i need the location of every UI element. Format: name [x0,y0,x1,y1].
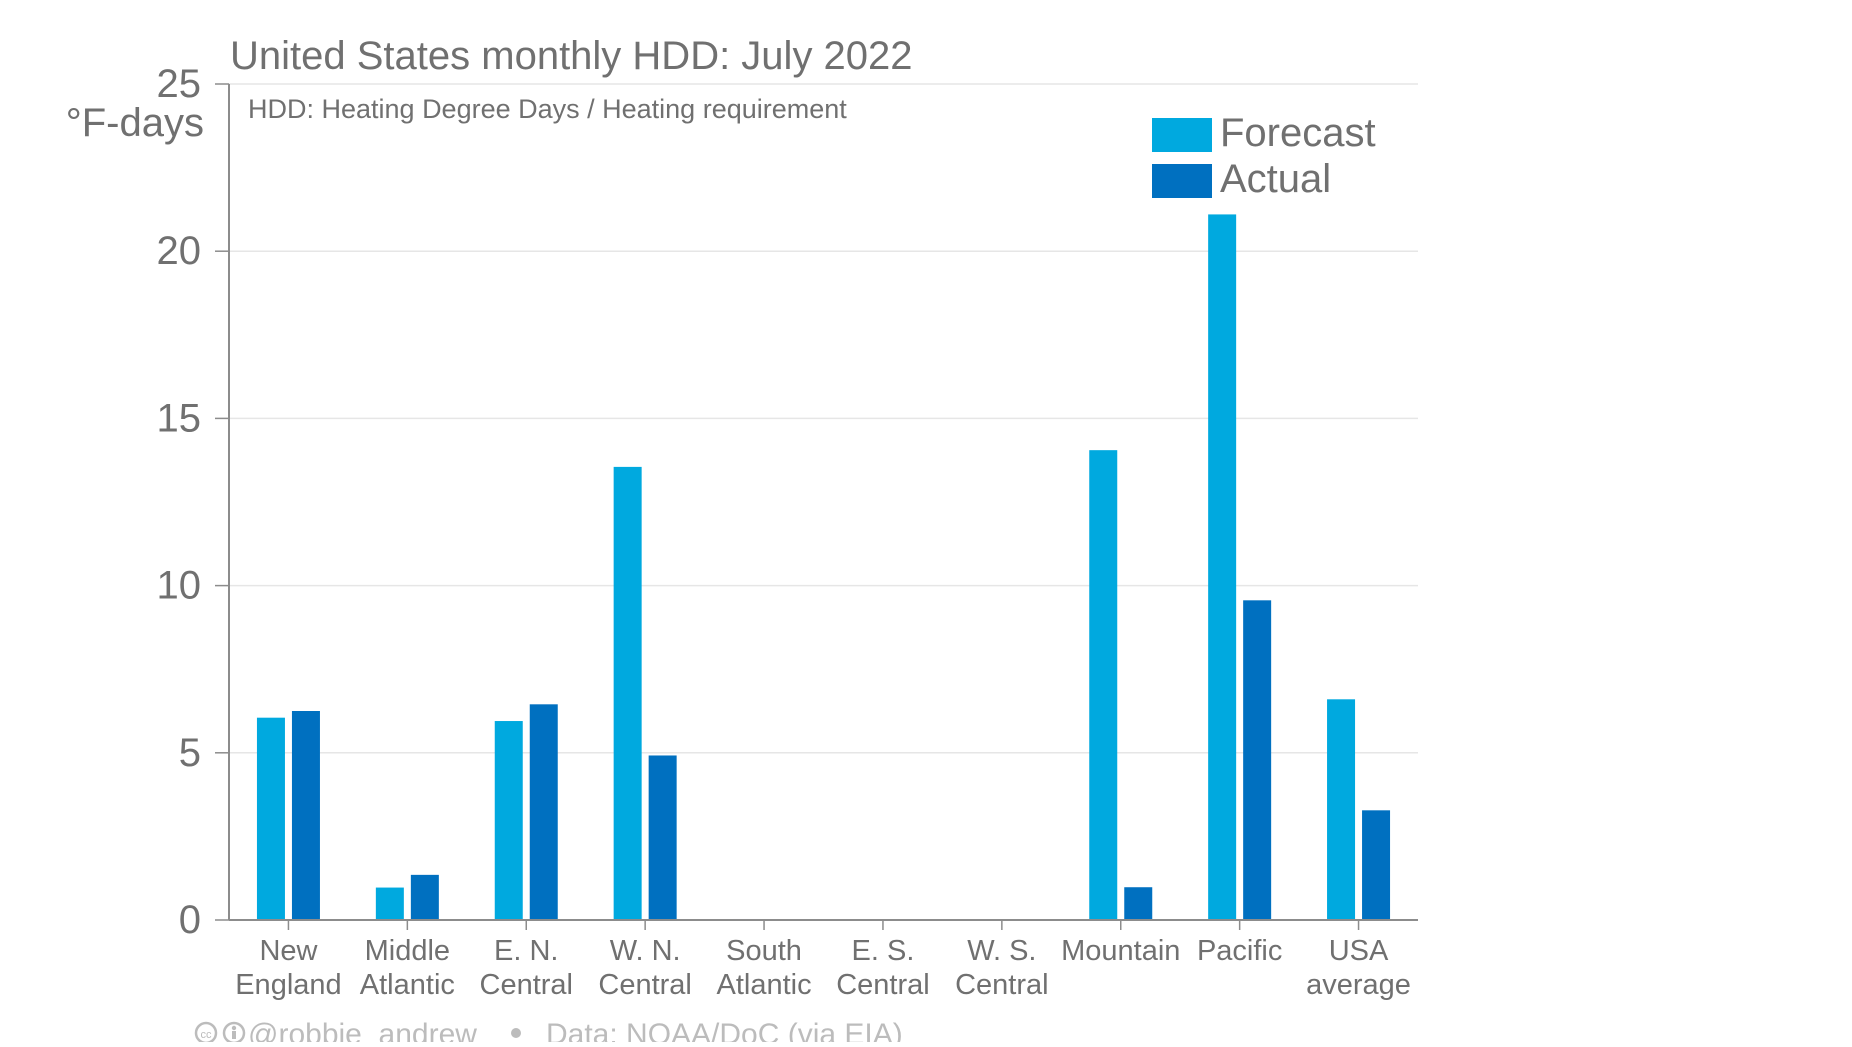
y-axis-label: °F-days [66,101,204,145]
footer-source: Data: NOAA/DoC (via EIA) [546,1018,903,1042]
y-tick-label: 5 [179,731,201,775]
axes [228,84,1418,921]
x-tick-label-w-n-central: W. N. Central [598,935,692,1001]
y-tick-label: 25 [157,62,202,106]
bar-forecast-e-n-central [494,721,523,920]
bar-forecast-w-n-central [613,466,642,920]
chart-title: United States monthly HDD: July 2022 [230,34,913,78]
bar-forecast-new-england [256,717,285,920]
bar-forecast-middle-atlantic [375,887,404,920]
grid-lines [215,83,1418,921]
y-tick-label: 0 [179,898,201,942]
bar-actual-pacific [1243,600,1272,920]
y-tick-label: 20 [157,229,202,273]
x-tick-label-new-england: New England [235,935,341,1001]
x-tick-label-pacific: Pacific [1197,935,1282,967]
x-tick-label-usa-average: USA average [1306,935,1411,1001]
bar-actual-middle-atlantic [410,874,439,920]
legend-label-forecast: Forecast [1220,111,1376,155]
bar-actual-w-n-central [648,755,677,920]
x-tick-label-south-atlantic: South Atlantic [716,935,811,1001]
cc-by-icon: cc [194,1021,246,1045]
bar-actual-e-n-central [529,704,558,920]
x-tick-label-e-s-central: E. S. Central [836,935,930,1001]
bar-actual-usa-average [1362,810,1391,920]
footer-credit: @robbie_andrew [248,1018,477,1042]
y-tick-label: 15 [157,396,202,440]
svg-text:cc: cc [201,1029,213,1041]
x-tick-label-e-n-central: E. N. Central [480,935,574,1001]
bar-forecast-pacific [1208,214,1237,920]
bar-forecast-mountain [1089,450,1118,920]
bar-forecast-usa-average [1327,699,1356,920]
x-tick-label-w-s-central: W. S. Central [955,935,1049,1001]
bar-actual-new-england [291,711,320,920]
legend-swatch-forecast [1152,118,1212,152]
bar-actual-mountain [1124,887,1153,920]
chart-subtitle: HDD: Heating Degree Days / Heating requi… [248,94,847,124]
x-tick-label-middle-atlantic: Middle Atlantic [360,935,455,1001]
x-tick-label-mountain: Mountain [1061,935,1180,967]
footer: cc @robbie_andrew Data: NOAA/DoC (via EI… [194,1018,903,1047]
legend-swatch-actual [1152,164,1212,198]
y-tick-labels: 0 5 10 15 20 25 [157,62,202,942]
legend-label-actual: Actual [1220,157,1331,201]
bars [256,214,1391,920]
legend: Forecast Actual [1152,111,1376,201]
footer-separator-dot [511,1028,521,1038]
y-tick-label: 10 [157,564,202,608]
x-tick-labels: New England Middle Atlantic E. N. Central W. N… [235,920,1411,1001]
